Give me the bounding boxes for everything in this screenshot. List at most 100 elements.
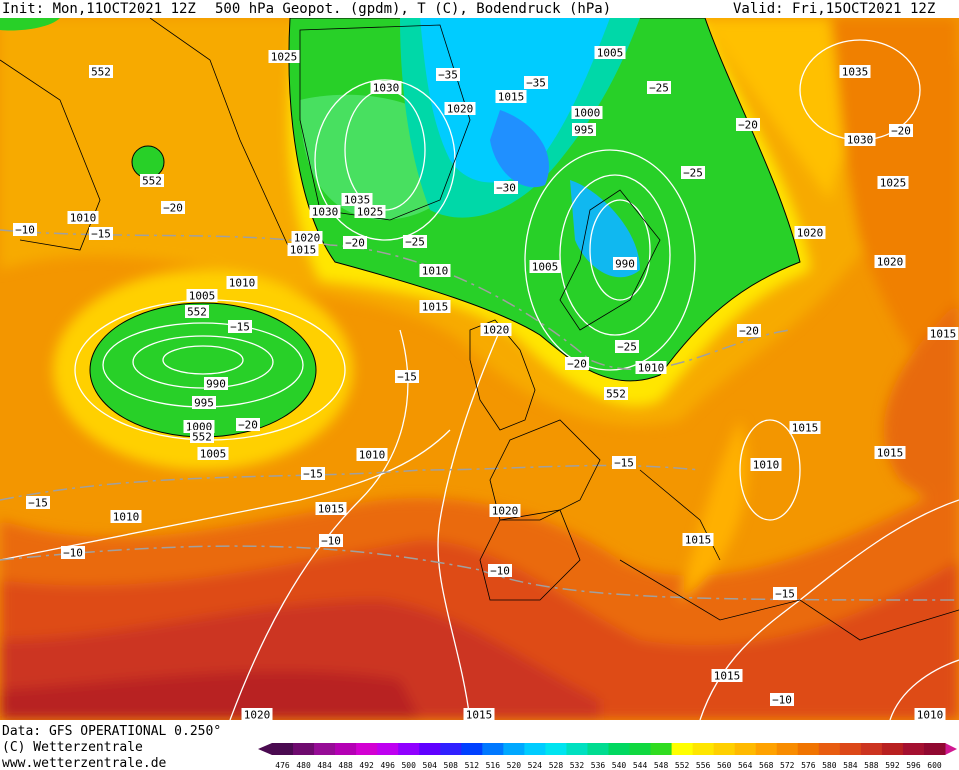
map-label: −25 xyxy=(683,167,703,180)
colorbar-label: 540 xyxy=(612,761,627,770)
map-label: −25 xyxy=(649,82,669,95)
colorbar-swatch xyxy=(692,743,715,755)
label-box xyxy=(615,340,639,353)
map-label: 1015 xyxy=(318,503,345,516)
map-label: 1030 xyxy=(847,134,874,147)
colorbar-label: 584 xyxy=(843,761,858,770)
map-label: 1010 xyxy=(113,511,140,524)
label-box xyxy=(571,106,603,119)
label-box xyxy=(343,236,367,249)
colorbar-swatch xyxy=(797,743,820,755)
label-box xyxy=(354,205,386,218)
colorbar-end-high xyxy=(945,743,957,755)
colorbar-swatch xyxy=(461,743,483,755)
colorbar-swatch xyxy=(314,743,336,755)
colorbar-label: 536 xyxy=(591,761,606,770)
colorbar-swatch xyxy=(440,743,462,755)
label-box xyxy=(494,181,518,194)
map-label: −20 xyxy=(163,202,183,215)
colorbar-label: 528 xyxy=(549,761,564,770)
label-box xyxy=(773,587,797,600)
label-box xyxy=(682,533,714,546)
label-box xyxy=(524,76,548,89)
label-box xyxy=(186,289,218,302)
label-box xyxy=(565,357,589,370)
label-box xyxy=(319,534,343,547)
colorbar-label: 572 xyxy=(780,761,795,770)
map-label: 552 xyxy=(91,66,111,79)
footer-url: www.wetterzentrale.de xyxy=(2,756,167,770)
label-box xyxy=(341,193,373,206)
colorbar-label: 508 xyxy=(444,761,459,770)
map-label: −30 xyxy=(496,182,516,195)
map-label: −25 xyxy=(405,236,425,249)
header-valid: Valid: Fri,15OCT2021 12Z xyxy=(733,1,935,17)
colorbar-swatch xyxy=(419,743,441,755)
colorbar-swatch xyxy=(356,743,378,755)
colorbar-swatch xyxy=(860,743,883,755)
colorbar-label: 588 xyxy=(864,761,879,770)
colorbar-label: 480 xyxy=(296,761,311,770)
map-label: 1035 xyxy=(842,66,869,79)
colorbar-label: 552 xyxy=(675,761,690,770)
colorbar-swatch xyxy=(482,743,504,755)
label-box xyxy=(889,124,913,137)
map-label: 1010 xyxy=(229,277,256,290)
colorbar-swatch xyxy=(629,743,652,755)
map-label: 552 xyxy=(142,175,162,188)
label-box xyxy=(89,65,113,78)
label-box xyxy=(529,260,561,273)
map-label: 990 xyxy=(206,378,226,391)
label-box xyxy=(463,708,495,720)
label-box xyxy=(197,447,229,460)
map-label: −20 xyxy=(238,419,258,432)
colorbar-label: 576 xyxy=(801,761,816,770)
map-label: 1025 xyxy=(271,51,298,64)
colorbar-swatch xyxy=(608,743,631,755)
colorbar-label: 516 xyxy=(486,761,501,770)
map-label: 552 xyxy=(192,431,212,444)
colorbar-label: 568 xyxy=(759,761,774,770)
colorbar-swatch xyxy=(734,743,757,755)
colorbar-label: 548 xyxy=(654,761,669,770)
label-box xyxy=(395,370,419,383)
label-box xyxy=(419,300,451,313)
map-label: 1015 xyxy=(685,534,712,547)
colorbar-swatch xyxy=(818,743,841,755)
map-label: 1015 xyxy=(877,447,904,460)
map-label: 1005 xyxy=(532,261,559,274)
colorbar-label: 560 xyxy=(717,761,732,770)
map-label: 990 xyxy=(615,258,635,271)
colorbar-label: 580 xyxy=(822,761,837,770)
map-label: −35 xyxy=(438,69,458,82)
map-label: 1025 xyxy=(357,206,384,219)
label-box xyxy=(480,323,512,336)
colorbar-swatch xyxy=(293,743,315,755)
map-label: 1005 xyxy=(189,290,216,303)
label-box xyxy=(13,223,37,236)
colorbar-swatch xyxy=(398,743,420,755)
label-box xyxy=(604,387,628,400)
map-label: 1020 xyxy=(447,103,474,116)
colorbar-swatch xyxy=(776,743,799,755)
map-label: −15 xyxy=(303,468,323,481)
map-label: −20 xyxy=(567,358,587,371)
label-box xyxy=(370,81,402,94)
map-label: 1010 xyxy=(422,265,449,278)
label-box xyxy=(67,211,99,224)
label-box xyxy=(489,504,521,517)
label-box xyxy=(750,458,782,471)
map-label: 1010 xyxy=(70,212,97,225)
label-box xyxy=(444,102,476,115)
map-label: 1030 xyxy=(373,82,400,95)
label-box xyxy=(287,243,319,256)
label-box xyxy=(681,166,705,179)
map-label: 1015 xyxy=(466,709,493,722)
label-box xyxy=(495,90,527,103)
label-box xyxy=(736,118,760,131)
label-box xyxy=(183,420,215,433)
label-box xyxy=(190,430,214,443)
map-label: 1015 xyxy=(714,670,741,683)
